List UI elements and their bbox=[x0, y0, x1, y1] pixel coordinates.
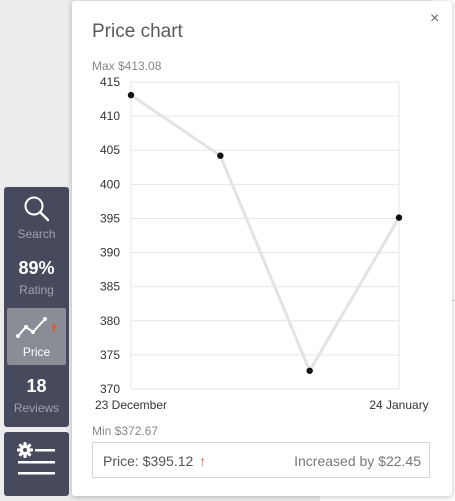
search-icon bbox=[4, 195, 69, 223]
reviews-label: Reviews bbox=[13, 401, 60, 415]
y-tick-label: 410 bbox=[100, 109, 120, 123]
price-button[interactable]: Price bbox=[7, 308, 66, 365]
y-tick-label: 380 bbox=[100, 314, 120, 328]
price-summary: Price: $395.12 ↑ Increased by $22.45 bbox=[92, 442, 430, 478]
reviews-count: 18 bbox=[26, 376, 47, 396]
y-tick-label: 415 bbox=[100, 75, 120, 89]
min-price-label: Min $372.67 bbox=[92, 424, 159, 438]
close-icon[interactable]: × bbox=[430, 10, 440, 27]
rating-button[interactable]: 89% Rating bbox=[4, 255, 69, 305]
y-tick-label: 405 bbox=[100, 143, 120, 157]
price-change: Increased by $22.45 bbox=[294, 453, 421, 469]
y-tick-label: 375 bbox=[100, 348, 120, 362]
rating-value: 89% bbox=[18, 258, 55, 278]
y-tick-label: 400 bbox=[100, 177, 120, 191]
rating-label: Rating bbox=[19, 283, 54, 297]
metrics-sidebar: Search 89% Rating Price 18 Reviews bbox=[4, 187, 69, 427]
series-line bbox=[130, 93, 401, 375]
price-chart-popup: Price chart × Max $413.08 370 375 380 385 39… bbox=[72, 1, 452, 496]
gear-menu-icon bbox=[4, 442, 69, 500]
data-point bbox=[217, 152, 224, 159]
x-tick-label: 23 December bbox=[95, 398, 167, 412]
y-tick-label: 390 bbox=[100, 246, 120, 260]
data-point bbox=[127, 91, 135, 99]
x-tick-label: 24 January bbox=[369, 398, 428, 412]
price-trend-icon bbox=[16, 314, 60, 345]
price-up-arrow-icon: ↑ bbox=[199, 453, 207, 469]
settings-menu-button[interactable] bbox=[4, 432, 69, 496]
data-point bbox=[395, 214, 403, 221]
y-tick-label: 385 bbox=[100, 280, 120, 294]
search-button[interactable]: Search bbox=[4, 193, 69, 249]
y-tick-label: 370 bbox=[100, 382, 120, 396]
reviews-button[interactable]: 18 Reviews bbox=[4, 373, 69, 423]
max-price-label: Max $413.08 bbox=[92, 59, 162, 73]
data-point bbox=[306, 367, 313, 374]
search-label: Search bbox=[17, 227, 56, 241]
price-line-chart: 370 375 380 385 390 395 400 405 410 415 23 Decembe… bbox=[95, 75, 429, 412]
price-label: Price bbox=[22, 345, 51, 359]
current-price-text: Price: $395.12 bbox=[103, 453, 194, 469]
current-price: Price: $395.12 ↑ bbox=[103, 453, 206, 469]
popup-title: Price chart bbox=[92, 21, 183, 42]
y-tick-label: 395 bbox=[100, 211, 120, 225]
